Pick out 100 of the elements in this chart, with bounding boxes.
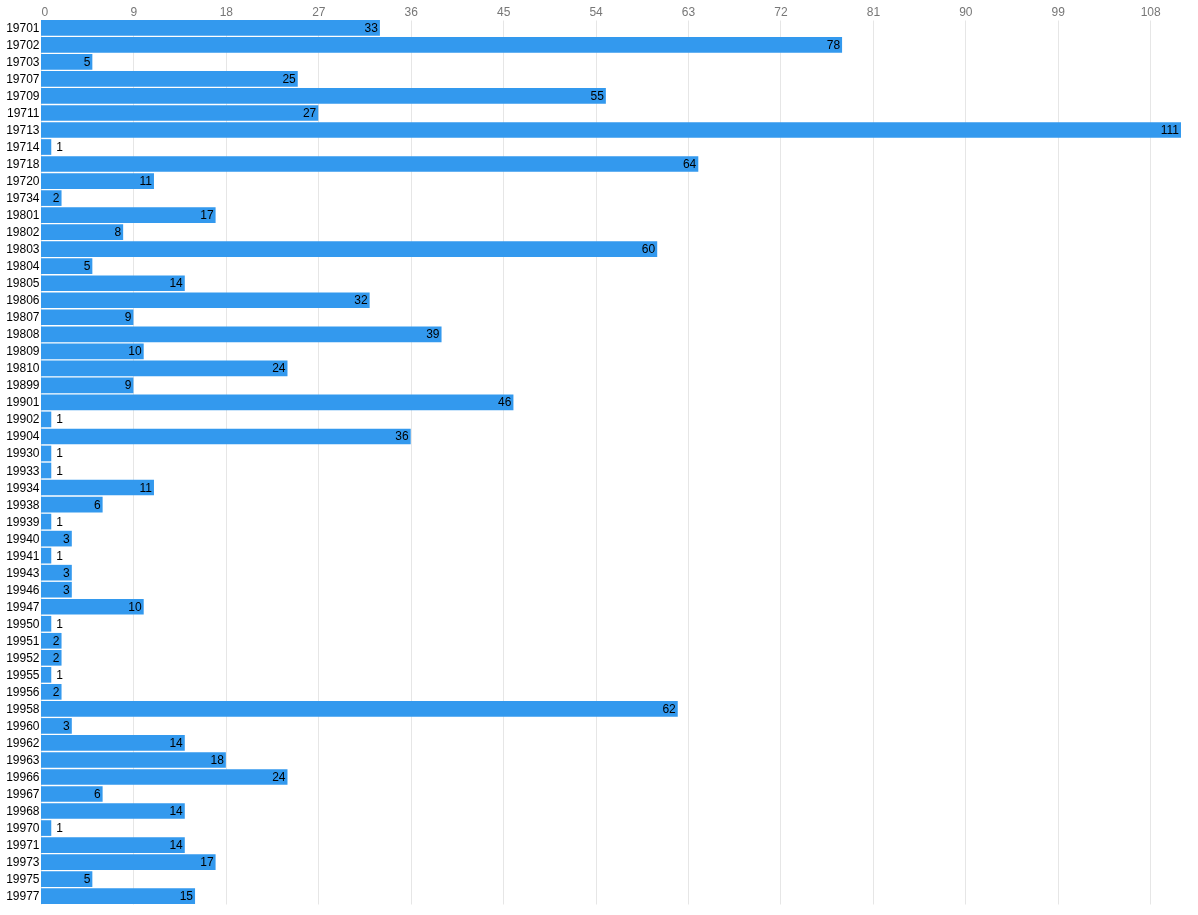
y-tick-label: 19960 xyxy=(6,718,40,733)
data-label: 33 xyxy=(364,20,379,35)
x-tick-label: 99 xyxy=(1051,4,1066,19)
data-label: 2 xyxy=(52,191,60,206)
data-label: 39 xyxy=(426,327,440,342)
y-tick-label: 19702 xyxy=(6,37,40,52)
data-label: 15 xyxy=(179,889,194,904)
y-tick-label: 19968 xyxy=(6,804,40,819)
data-label: 5 xyxy=(83,872,91,887)
y-tick-label: 19938 xyxy=(6,497,40,512)
y-tick-label: 19966 xyxy=(6,769,40,784)
y-tick-label: 19975 xyxy=(6,872,40,887)
y-tick-label: 19804 xyxy=(6,259,40,274)
data-label: 1 xyxy=(56,412,64,427)
bar xyxy=(41,394,514,411)
data-label: 3 xyxy=(63,718,71,733)
data-label: 6 xyxy=(93,497,101,512)
y-tick-label: 19899 xyxy=(6,378,40,393)
data-label: 17 xyxy=(200,208,214,223)
data-label: 5 xyxy=(83,54,91,69)
data-label: 5 xyxy=(83,259,91,274)
data-label: 27 xyxy=(302,105,317,120)
y-tick-label: 19933 xyxy=(6,463,40,478)
y-tick-label: 19901 xyxy=(6,395,40,410)
data-label: 1 xyxy=(56,821,64,836)
data-label: 8 xyxy=(114,225,122,240)
data-label: 10 xyxy=(128,599,143,614)
data-label: 62 xyxy=(662,701,677,716)
data-label: 1 xyxy=(56,667,64,682)
y-tick-label: 19955 xyxy=(6,667,40,682)
y-tick-label: 19805 xyxy=(6,276,40,291)
bar xyxy=(41,496,103,513)
data-label: 14 xyxy=(169,838,184,853)
y-tick-label: 19808 xyxy=(6,327,40,342)
data-label: 2 xyxy=(52,684,60,699)
data-label: 55 xyxy=(590,88,605,103)
y-tick-label: 19958 xyxy=(6,701,40,716)
data-label: 25 xyxy=(282,71,297,86)
bar xyxy=(41,377,134,394)
bar xyxy=(41,462,52,479)
y-tick-label: 19971 xyxy=(6,838,40,853)
y-tick-label: 19714 xyxy=(6,140,40,155)
data-label: 24 xyxy=(272,769,286,784)
x-tick-label: 90 xyxy=(959,4,973,19)
y-tick-label: 19902 xyxy=(6,412,40,427)
data-label: 1 xyxy=(56,463,64,478)
data-label: 9 xyxy=(124,310,132,325)
data-label: 18 xyxy=(210,752,225,767)
y-tick-label: 19734 xyxy=(6,191,40,206)
bar xyxy=(41,445,52,462)
data-label: 6 xyxy=(93,787,101,802)
data-label: 111 xyxy=(1160,122,1180,137)
y-tick-label: 19801 xyxy=(6,208,40,223)
data-label: 1 xyxy=(56,446,64,461)
x-tick-label: 63 xyxy=(681,4,696,19)
y-tick-label: 19962 xyxy=(6,735,40,750)
x-tick-label: 54 xyxy=(589,4,604,19)
y-tick-label: 19970 xyxy=(6,821,40,836)
data-label: 11 xyxy=(139,480,153,495)
y-tick-label: 19946 xyxy=(6,582,40,597)
y-tick-label: 19943 xyxy=(6,565,40,580)
y-tick-label: 19950 xyxy=(6,616,40,631)
y-tick-label: 19947 xyxy=(6,599,40,614)
y-tick-label: 19810 xyxy=(6,361,40,376)
x-tick-label: 27 xyxy=(312,4,326,19)
bar xyxy=(41,479,154,496)
data-label: 46 xyxy=(498,395,512,410)
y-tick-label: 19934 xyxy=(6,480,40,495)
data-label: 3 xyxy=(63,565,71,580)
y-tick-label: 19713 xyxy=(6,122,40,137)
y-tick-label: 19977 xyxy=(6,889,40,904)
x-tick-label: 18 xyxy=(219,4,234,19)
data-label: 2 xyxy=(52,650,60,665)
data-label: 36 xyxy=(395,429,410,444)
y-tick-label: 19701 xyxy=(6,20,40,35)
data-label: 1 xyxy=(56,140,64,155)
x-tick-label: 9 xyxy=(130,4,138,19)
y-tick-label: 19806 xyxy=(6,293,40,308)
data-label: 24 xyxy=(272,361,286,376)
y-tick-label: 19940 xyxy=(6,531,40,546)
y-tick-label: 19951 xyxy=(6,633,40,648)
y-tick-label: 19703 xyxy=(6,54,40,69)
data-label: 78 xyxy=(826,37,841,52)
y-tick-label: 19803 xyxy=(6,242,40,257)
y-tick-label: 19718 xyxy=(6,157,40,172)
y-tick-label: 19809 xyxy=(6,344,40,359)
bar xyxy=(41,360,288,377)
y-tick-label: 19973 xyxy=(6,855,40,870)
data-label: 14 xyxy=(169,735,184,750)
bar xyxy=(41,513,52,530)
y-tick-label: 19707 xyxy=(6,71,40,86)
y-tick-label: 19807 xyxy=(6,310,40,325)
y-tick-label: 19709 xyxy=(6,88,40,103)
data-label: 9 xyxy=(124,378,132,393)
y-tick-label: 19904 xyxy=(6,429,40,444)
x-tick-label: 36 xyxy=(404,4,419,19)
data-label: 17 xyxy=(200,855,214,870)
data-label: 14 xyxy=(169,276,184,291)
data-label: 2 xyxy=(52,633,60,648)
data-label: 64 xyxy=(682,157,697,172)
